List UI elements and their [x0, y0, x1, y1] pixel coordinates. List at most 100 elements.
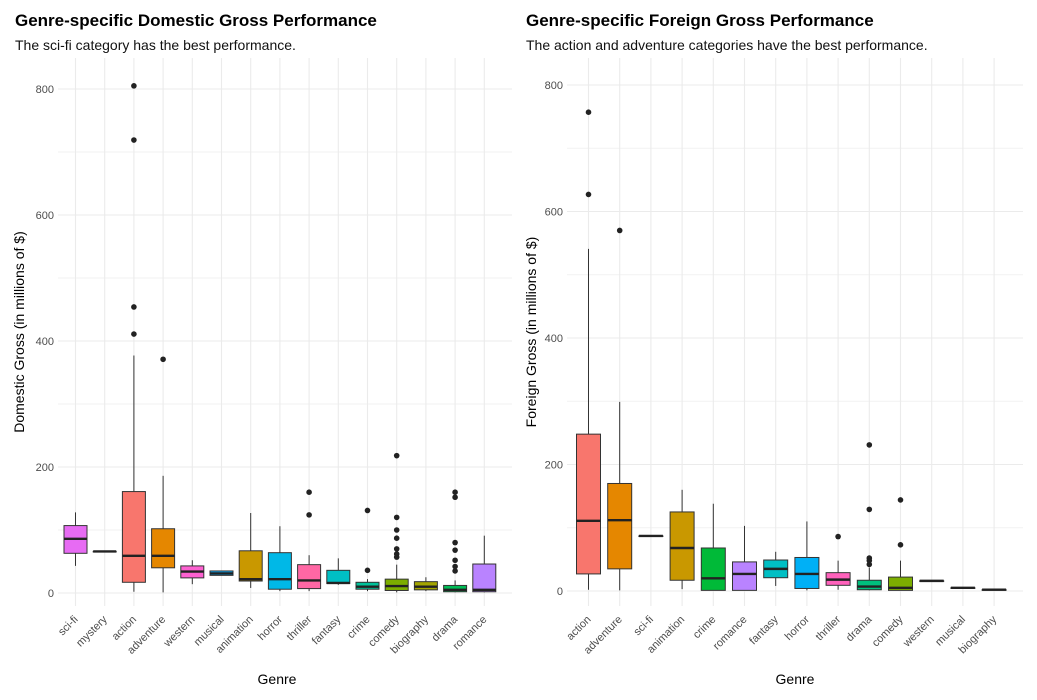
outlier-point	[131, 83, 137, 89]
x-tick-label: thriller	[814, 613, 844, 643]
x-axis-label: Genre	[776, 671, 815, 687]
outlier-point	[452, 568, 458, 574]
y-tick-label: 600	[36, 210, 54, 222]
x-tick-label: crime	[345, 614, 372, 641]
outlier-point	[452, 489, 458, 496]
box-animation	[669, 489, 695, 590]
box-thriller	[825, 533, 851, 590]
y-tick-label: 400	[545, 333, 563, 345]
outlier-point	[452, 539, 458, 546]
x-tick-label: crime	[691, 614, 718, 641]
box-sci-fi	[638, 534, 664, 538]
x-axis-label: Genre	[258, 671, 297, 687]
outlier-point	[131, 331, 137, 337]
box-horror	[267, 526, 292, 592]
outlier-point	[393, 551, 400, 557]
outlier-point	[364, 567, 371, 574]
x-tick-label: western	[161, 614, 197, 650]
box-thriller	[297, 489, 322, 592]
y-tick-label: 800	[36, 84, 54, 96]
outlier-point	[866, 555, 873, 561]
box-body	[238, 550, 263, 582]
box-adventure	[151, 356, 176, 593]
box-mystery	[92, 550, 117, 553]
x-tick-label: horror	[783, 613, 812, 642]
y-tick-label: 200	[545, 460, 563, 472]
box-animation	[238, 512, 263, 588]
box-body	[297, 564, 322, 590]
box-comedy	[888, 497, 913, 591]
box-body	[607, 482, 633, 570]
outlier-point	[364, 507, 371, 514]
y-tick-label: 200	[36, 462, 54, 474]
x-tick-label: horror	[256, 613, 285, 642]
box-biography	[413, 577, 438, 592]
box-body	[121, 491, 146, 583]
outlier-point	[131, 304, 137, 310]
outlier-point	[452, 557, 458, 564]
box-body	[326, 569, 351, 585]
box-fantasy	[763, 551, 789, 586]
outlier-point	[452, 494, 458, 501]
outlier-point	[866, 442, 873, 448]
box-comedy	[384, 452, 409, 593]
outlier-point	[897, 497, 904, 503]
x-tick-label: comedy	[870, 613, 906, 649]
chart-title: Genre-specific Domestic Gross Performanc…	[15, 11, 377, 30]
outlier-point	[306, 512, 312, 518]
domestic-gross-panel: Genre-specific Domestic Gross Performanc…	[0, 0, 518, 700]
box-body	[700, 547, 726, 591]
box-biography	[981, 588, 1007, 591]
box-western	[919, 579, 945, 583]
box-crime	[355, 507, 380, 592]
box-fantasy	[326, 558, 351, 585]
box-crime	[700, 503, 726, 591]
x-tick-label: sci-fi	[56, 614, 80, 638]
box-horror	[794, 521, 820, 591]
box-drama	[443, 489, 468, 593]
x-tick-label: romance	[711, 614, 750, 653]
box-action	[576, 109, 601, 590]
box-musical	[950, 586, 976, 590]
box-action	[121, 83, 146, 592]
foreign-gross-panel: Genre-specific Foreign Gross Performance…	[518, 0, 1037, 700]
outlier-point	[393, 546, 400, 552]
outlier-point	[131, 137, 137, 143]
y-tick-label: 0	[557, 586, 563, 598]
box-romance	[732, 525, 757, 591]
x-tick-label: mystery	[74, 613, 110, 649]
x-tick-label: fantasy	[747, 613, 781, 647]
box-body	[669, 511, 695, 581]
x-tick-label: fantasy	[310, 613, 344, 647]
y-tick-label: 400	[36, 336, 54, 348]
x-tick-label: western	[900, 614, 936, 650]
y-axis-label: Foreign Gross (in millions of $)	[523, 237, 539, 428]
outlier-point	[160, 356, 166, 363]
chart-subtitle: The action and adventure categories have…	[526, 37, 928, 53]
box-drama	[856, 442, 882, 591]
box-western	[180, 560, 205, 585]
chart-subtitle: The sci-fi category has the best perform…	[15, 37, 296, 53]
outlier-point	[897, 542, 904, 548]
y-axis-label: Domestic Gross (in millions of $)	[11, 231, 27, 433]
outlier-point	[585, 109, 592, 115]
box-adventure	[607, 227, 633, 591]
y-tick-label: 0	[48, 588, 54, 600]
box-body	[732, 561, 757, 591]
chart-title: Genre-specific Foreign Gross Performance	[526, 11, 874, 30]
x-tick-label: sci-fi	[632, 614, 656, 638]
outlier-point	[393, 527, 400, 533]
box-body	[267, 552, 292, 590]
outlier-point	[835, 533, 841, 540]
outlier-point	[306, 489, 312, 496]
outlier-point	[393, 514, 400, 521]
box-body	[443, 584, 468, 593]
y-tick-label: 800	[545, 80, 563, 92]
x-tick-label: action	[564, 614, 593, 643]
outlier-point	[452, 563, 458, 570]
outlier-point	[585, 191, 592, 198]
box-body	[472, 563, 497, 593]
outlier-point	[393, 535, 400, 541]
